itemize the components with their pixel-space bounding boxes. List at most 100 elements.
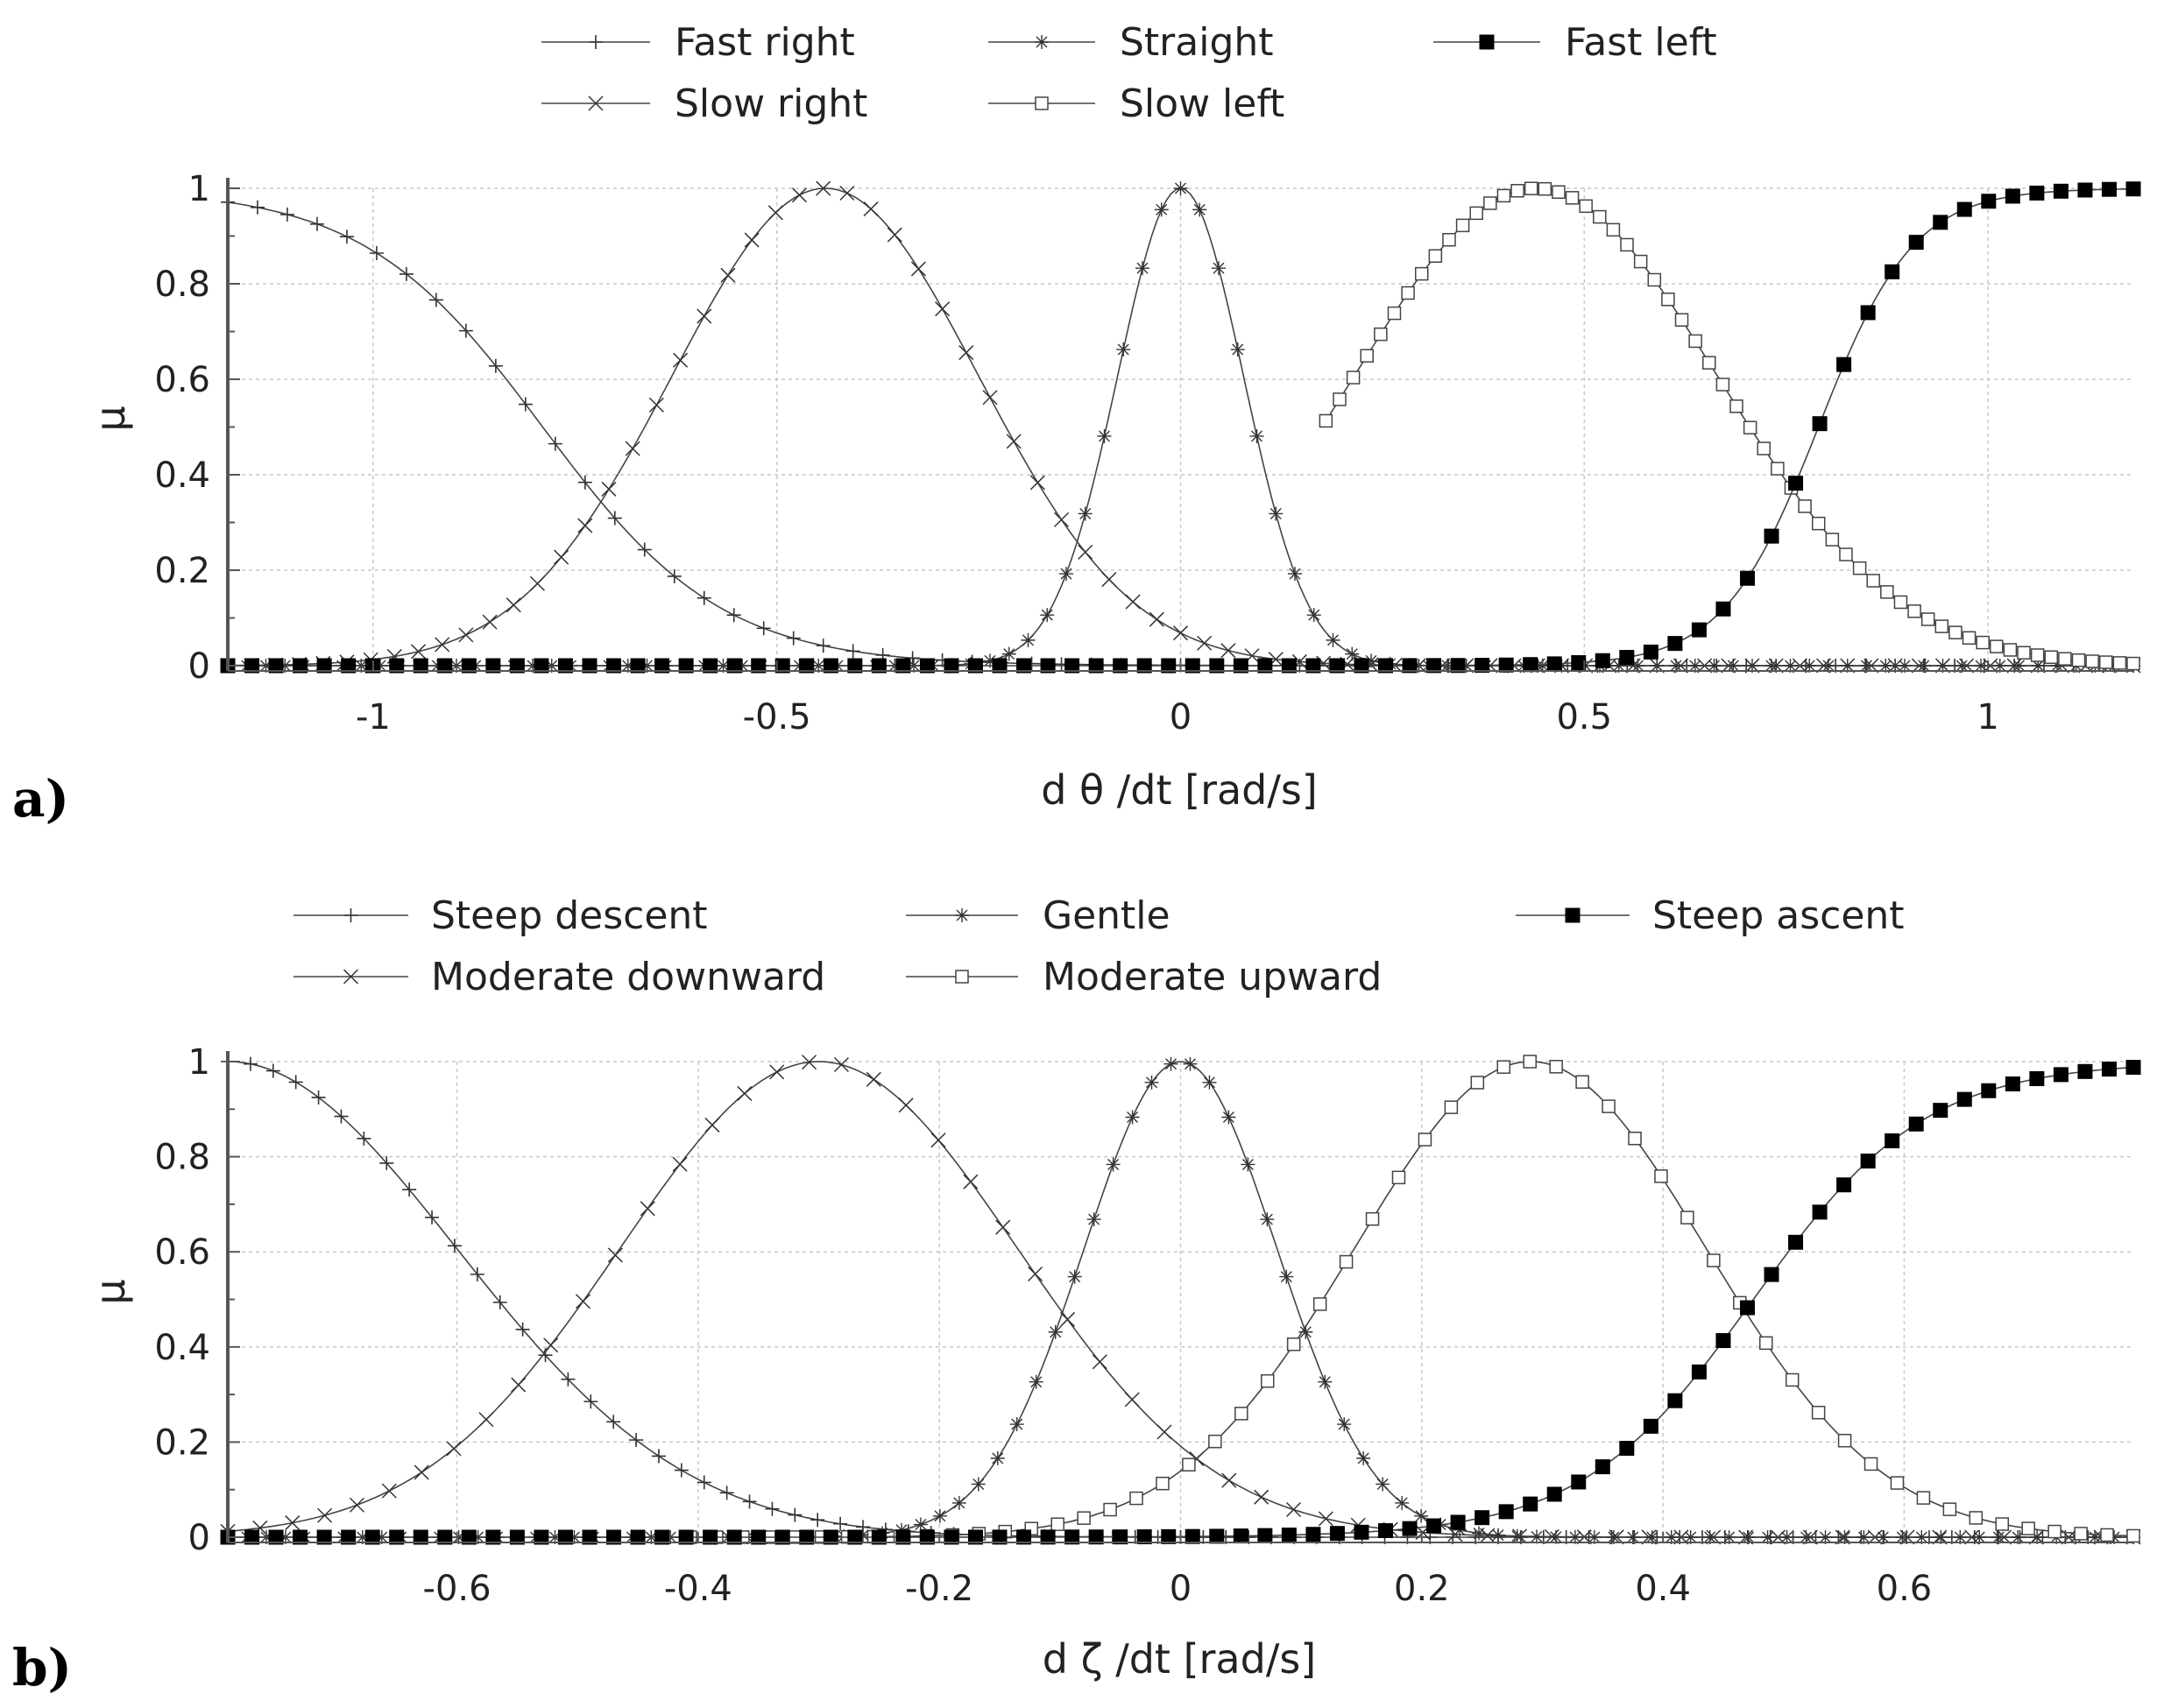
- data-point: [478, 1412, 494, 1428]
- data-point: [1333, 392, 1347, 406]
- legend-label: Fast left: [1565, 20, 1717, 65]
- legend-item-straight: Straight: [988, 20, 1274, 65]
- data-point: [1836, 356, 1852, 372]
- data-point: [1818, 1530, 1833, 1544]
- data-point: [293, 658, 308, 674]
- data-point: [932, 1508, 947, 1523]
- data-point: [856, 1528, 870, 1542]
- data-point: [1230, 342, 1245, 357]
- legend-item-steep-ascent: Steep ascent: [1516, 893, 1905, 938]
- data-point: [1726, 659, 1741, 673]
- data-point: [1498, 1504, 1514, 1520]
- data-point: [1962, 631, 1977, 646]
- data-point: [1402, 1521, 1418, 1536]
- legend-label: Slow right: [675, 81, 867, 126]
- x-tick-label: 0.2: [1394, 1569, 1450, 1609]
- x-axis-label: d θ /dt [rad/s]: [1041, 766, 1318, 814]
- data-point: [982, 390, 998, 406]
- data-point: [895, 1529, 911, 1545]
- data-point: [1650, 659, 1665, 673]
- data-point: [1040, 658, 1056, 674]
- data-point: [1197, 635, 1213, 651]
- data-point: [935, 301, 951, 317]
- data-point: [285, 1515, 301, 1531]
- data-point: [1757, 441, 1771, 455]
- legend-item-gentle: Gentle: [906, 893, 1170, 938]
- data-point: [1885, 1133, 1900, 1148]
- data-point: [1524, 181, 1538, 195]
- data-point: [1491, 1528, 1505, 1542]
- data-point: [482, 614, 498, 630]
- data-point: [341, 1529, 357, 1545]
- data-point: [2030, 1530, 2045, 1544]
- data-point: [1620, 237, 1634, 252]
- data-point: [1480, 1528, 1496, 1543]
- data-point: [791, 187, 808, 203]
- data-point: [389, 1529, 405, 1545]
- data-point: [1860, 1154, 1876, 1169]
- data-point: [518, 397, 533, 412]
- data-point: [2126, 1528, 2140, 1543]
- x-tick-label: 1: [1977, 697, 1998, 738]
- data-point: [744, 232, 760, 248]
- data-point: [2050, 659, 2064, 673]
- data-point: [944, 658, 959, 674]
- data-point: [951, 1495, 966, 1510]
- data-point: [678, 658, 694, 674]
- data-point: [1669, 659, 1683, 673]
- y-axis-label: μ: [87, 406, 134, 431]
- data-point: [1739, 570, 1755, 586]
- data-point: [534, 658, 549, 674]
- data-point: [369, 246, 384, 261]
- legend-label: Steep descent: [431, 893, 708, 938]
- series-slow-left: [1319, 181, 2140, 671]
- data-point: [756, 621, 771, 636]
- y-axis-label: μ: [87, 1279, 134, 1304]
- data-point: [1840, 659, 1855, 673]
- data-point: [919, 1529, 935, 1545]
- data-point: [288, 1075, 303, 1090]
- data-point: [1483, 196, 1497, 210]
- data-point: [1628, 1131, 1642, 1146]
- data-point: [816, 180, 831, 196]
- data-point: [1279, 1269, 1294, 1284]
- data-point: [895, 658, 911, 674]
- data-point: [678, 1529, 694, 1545]
- data-point: [2077, 182, 2093, 198]
- data-point: [1402, 658, 1418, 674]
- data-point: [1260, 1212, 1275, 1227]
- data-point: [1144, 1075, 1159, 1090]
- data-point: [697, 1475, 711, 1490]
- data-point: [2044, 650, 2059, 665]
- data-point: [1016, 658, 1032, 674]
- x-tick-label: 0: [1170, 1569, 1192, 1609]
- data-point: [1339, 1254, 1354, 1269]
- data-point: [1942, 1502, 1957, 1516]
- data-point: [1836, 1177, 1852, 1193]
- legend-label: Moderate upward: [1043, 955, 1382, 999]
- data-point: [2112, 656, 2127, 670]
- data-point: [1212, 261, 1226, 276]
- data-point: [1455, 218, 1470, 233]
- y-tick-label: 0.8: [154, 265, 210, 305]
- data-point: [742, 1494, 757, 1509]
- data-point: [767, 205, 783, 221]
- tick-labels: -0.6 -0.4 -0.2 0 0.2 0.4 0.6 0 0.2 0.4 0.6 0.8 1: [154, 1042, 1932, 1609]
- data-point: [577, 475, 592, 490]
- data-point: [437, 1529, 453, 1545]
- data-point: [1006, 434, 1022, 449]
- legend-marker: [343, 908, 358, 922]
- data-point: [704, 1117, 720, 1133]
- data-point: [751, 1529, 767, 1545]
- data-point: [1329, 658, 1345, 674]
- data-point: [1606, 222, 1621, 237]
- data-point: [672, 1156, 688, 1172]
- data-point: [534, 1529, 549, 1545]
- data-point: [1374, 327, 1388, 342]
- data-point: [1149, 611, 1164, 627]
- tick-labels: -1 -0.5 0 0.5 1 0 0.2 0.4 0.6 0.8 1: [154, 169, 1998, 738]
- data-point: [726, 1529, 742, 1545]
- data-point: [1788, 1234, 1804, 1250]
- panel-label-a: a): [12, 769, 69, 829]
- data-point: [1866, 574, 1880, 588]
